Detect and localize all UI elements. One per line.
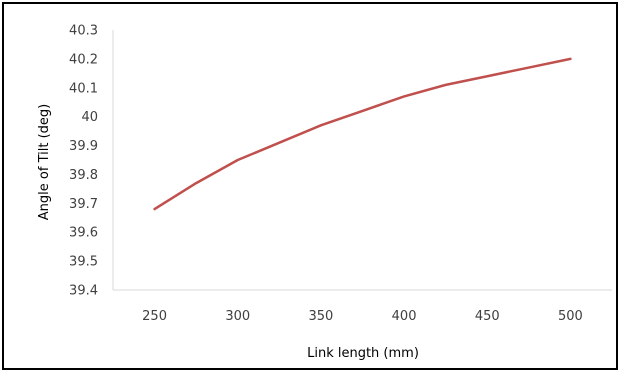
y-tick-label: 39.6 [69,226,98,241]
y-axis-ticks: 39.4 39.5 39.6 39.7 39.8 39.9 40 40.1 40.2 40.3 [69,24,98,299]
y-tick-label: 40.1 [69,81,98,96]
series-line [153,57,572,211]
y-tick-label: 40.2 [69,52,98,67]
x-tick-label: 250 [142,309,167,324]
y-tick-label: 40 [81,110,98,125]
y-axis-title: Angle of Tilt (deg) [37,104,52,220]
x-axis-ticks: 250 300 350 400 450 500 [142,309,583,324]
y-tick-label: 39.4 [69,284,98,299]
x-tick-label: 450 [475,309,500,324]
x-tick-label: 350 [309,309,334,324]
x-tick-label: 300 [225,309,250,324]
y-tick-label: 39.7 [69,197,98,212]
y-tick-label: 40.3 [69,24,98,39]
x-tick-label: 400 [392,309,417,324]
y-tick-label: 39.9 [69,139,98,154]
series-group [153,57,572,211]
x-tick-label: 500 [558,309,583,324]
x-axis-title: Link length (mm) [307,346,419,361]
y-tick-label: 39.5 [69,255,98,270]
y-tick-label: 39.8 [69,168,98,183]
chart-frame [2,2,618,370]
